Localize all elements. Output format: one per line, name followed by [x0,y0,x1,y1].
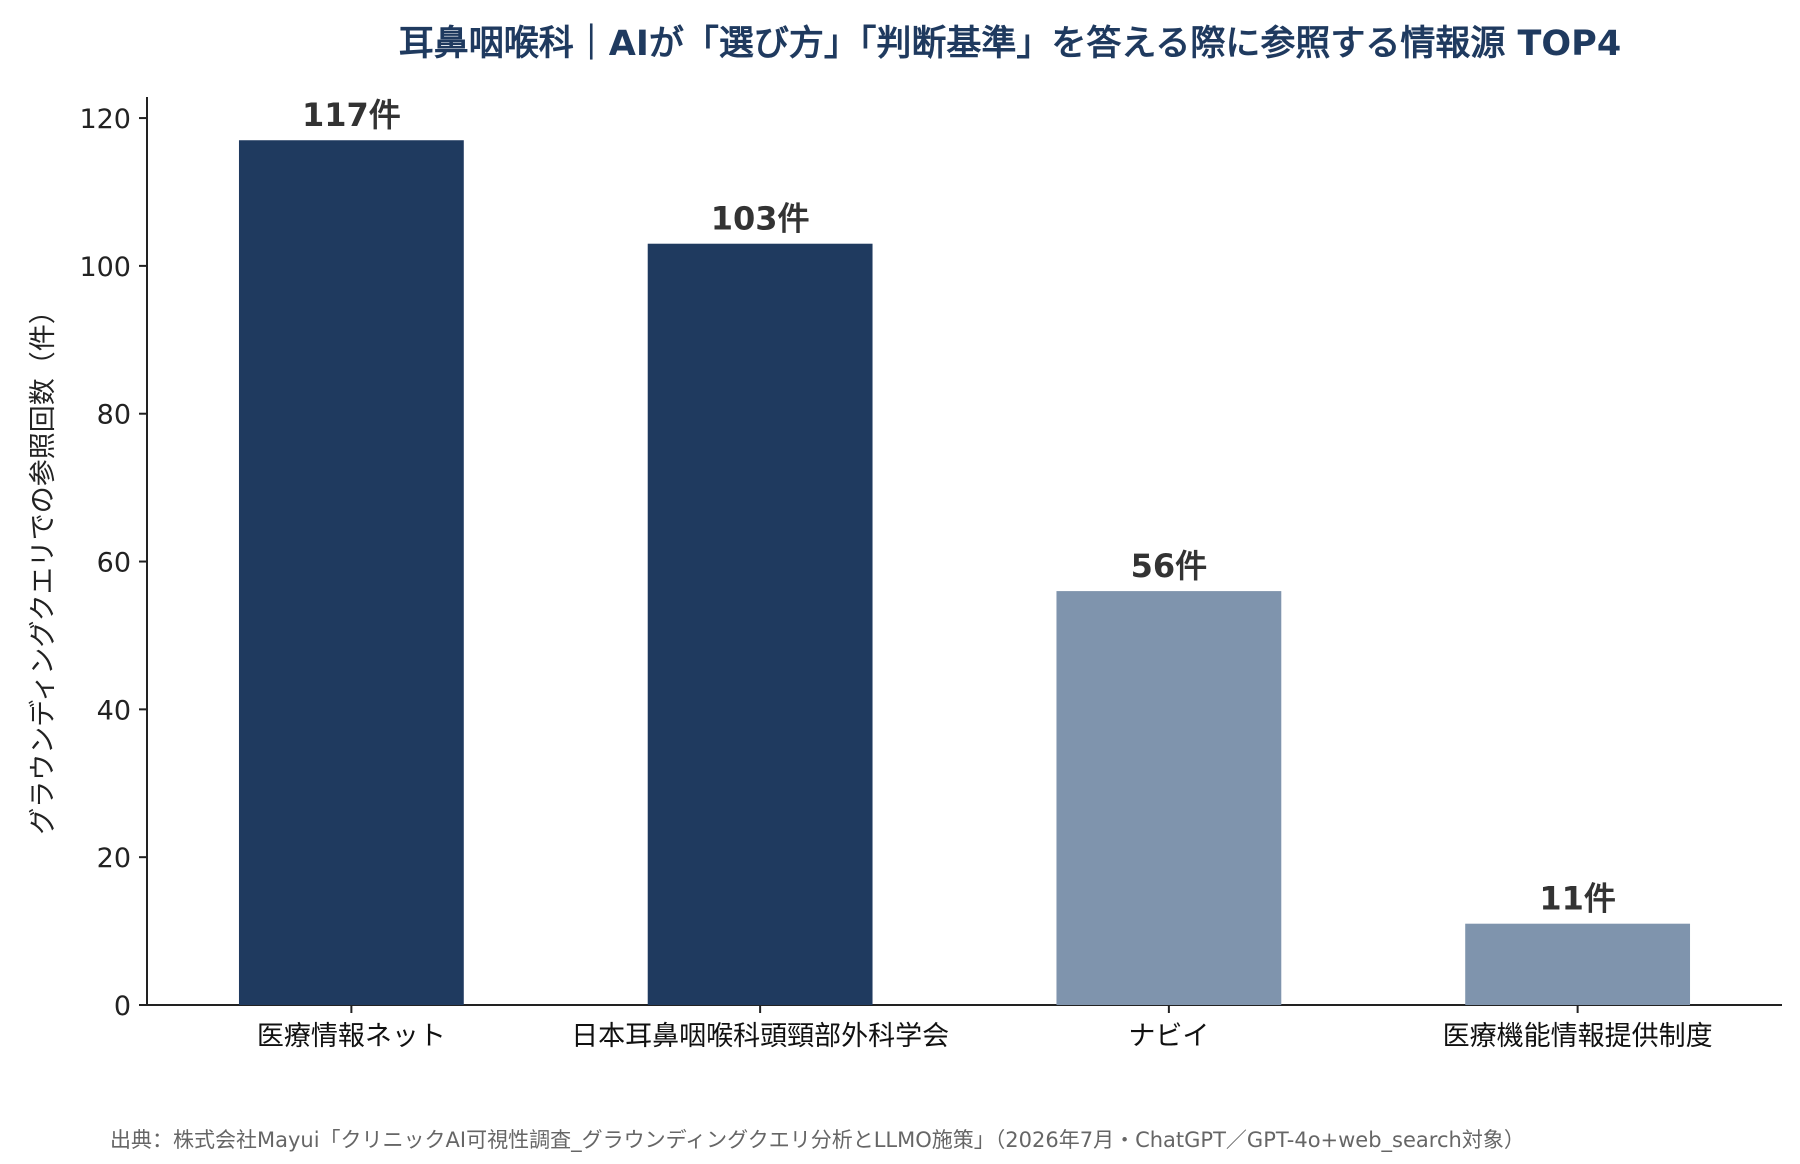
y-tick-label: 40 [97,695,131,726]
y-axis: 0 20 40 60 80 100 120 [79,97,148,1022]
y-tick-label: 60 [97,548,131,579]
data-label: 11件 [1539,880,1616,918]
y-axis-label: グラウンディングクエリでの参照回数（件） [28,297,59,835]
x-tick-label: 日本耳鼻咽喉科頭頸部外科学会 [571,1021,949,1052]
data-label: 103件 [711,200,810,238]
x-tick-label: 医療機能情報提供制度 [1443,1021,1713,1052]
y-tick-label: 80 [97,400,131,431]
data-label: 56件 [1131,547,1208,585]
bar [1465,923,1691,1005]
y-tick-label: 0 [114,991,131,1022]
y-tick-label: 120 [79,104,131,135]
bars-group [238,140,1691,1006]
y-tick-label: 20 [97,843,131,874]
data-label: 117件 [302,96,401,134]
bar [238,140,464,1005]
bar [1056,591,1282,1005]
y-tick-label: 100 [79,252,131,283]
source-note: 出典：株式会社Mayui「クリニックAI可視性調査_グラウンディングクエリ分析と… [110,1128,1525,1153]
x-tick-label: 医療情報ネット [257,1021,446,1052]
x-axis [147,1004,1782,1013]
category-labels-group: 医療情報ネット 日本耳鼻咽喉科頭頸部外科学会 ナビイ 医療機能情報提供制度 [257,1021,1713,1052]
data-labels-group: 117件 103件 56件 11件 [302,96,1616,917]
x-tick-label: ナビイ [1128,1021,1209,1052]
bar [647,243,873,1006]
chart-title: 耳鼻咽喉科｜AIが「選び方」「判断基準」を答える際に参照する情報源 TOP4 [399,23,1621,64]
